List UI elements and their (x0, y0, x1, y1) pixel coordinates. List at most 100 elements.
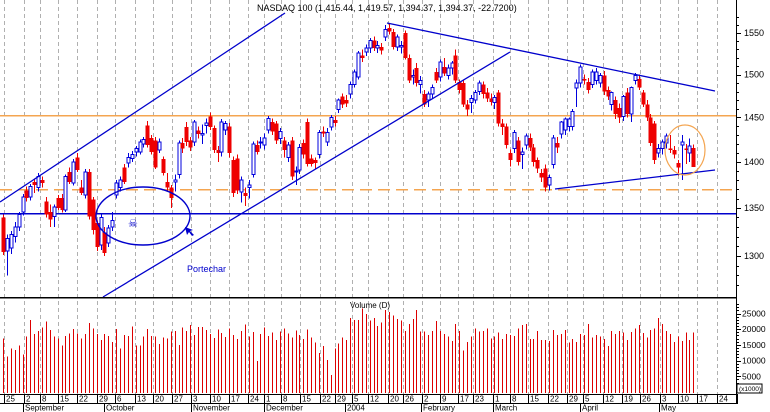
candle-body (602, 75, 607, 92)
candle-body (570, 110, 575, 127)
candle-body (352, 71, 357, 86)
candle-down (539, 169, 544, 183)
candle-body (5, 237, 10, 252)
candle-body (21, 196, 26, 213)
annotations: ☠ Portechar (95, 124, 706, 274)
candle-up (368, 37, 373, 53)
candle-body (9, 234, 14, 249)
candle-down (489, 93, 494, 106)
volume-bars (2, 308, 695, 393)
candle-body (321, 131, 326, 134)
date-tick-label: 6 (117, 395, 122, 404)
candle-body (606, 89, 611, 97)
ascending-support-trendline (554, 169, 716, 190)
candle-down (652, 120, 657, 164)
candle-body (173, 179, 178, 183)
candle-body (219, 121, 224, 153)
candle-down (391, 28, 396, 50)
candle-body (426, 93, 431, 101)
candle-body (336, 99, 341, 111)
candle-down (672, 145, 677, 159)
candle-body (243, 193, 248, 196)
candle-up (660, 139, 665, 155)
volume-axis-label: 15000 (742, 340, 766, 350)
date-tick-label: 17 (699, 395, 708, 404)
candle-body (586, 82, 591, 90)
candle-down (75, 152, 80, 172)
candle-body (590, 71, 595, 86)
date-tick-label: 24 (250, 395, 259, 404)
candle-body (180, 143, 185, 149)
candle-down (56, 194, 61, 210)
candle-body (485, 92, 490, 99)
candle-down (216, 145, 221, 162)
candle-body (340, 96, 345, 105)
candle-body (134, 147, 139, 153)
candle-down (606, 86, 611, 101)
month-label: May (661, 404, 676, 412)
candle-down (255, 140, 260, 155)
candle-body (91, 199, 96, 230)
candle-up (438, 59, 443, 82)
candle-up (71, 159, 76, 186)
candle-down (387, 23, 392, 35)
candle-body (208, 116, 213, 128)
month-label: April (582, 404, 598, 412)
candle-body (313, 160, 318, 163)
highlight-ellipse (95, 186, 191, 246)
candle-body (1, 217, 6, 252)
candle-body (329, 116, 334, 128)
candle-body (652, 123, 657, 161)
candle-down (91, 196, 96, 235)
candle-body (414, 67, 419, 84)
date-tick-label: 1 (266, 395, 271, 404)
volume-axis-label: 20000 (742, 324, 766, 334)
candle-up (469, 94, 474, 114)
candle-body (403, 33, 408, 58)
date-tick-label: 15 (302, 395, 311, 404)
candle-up (473, 89, 478, 104)
candle-body (617, 107, 622, 118)
candle-body (418, 79, 423, 86)
candle-body (309, 158, 314, 164)
candle-down (555, 136, 560, 153)
candle-down (407, 54, 412, 84)
date-tick-label: 20 (390, 395, 399, 404)
candle-body (563, 118, 568, 131)
date-tick-label: 17 (231, 395, 240, 404)
candle-down (79, 180, 84, 195)
candle-body (204, 122, 209, 126)
candle-up (547, 174, 552, 191)
candle-down (543, 164, 548, 192)
candle-body (496, 92, 501, 124)
candle-body (239, 179, 244, 193)
candle-body (648, 117, 653, 144)
candle-body (645, 104, 650, 118)
lower-channel-trendline (102, 51, 511, 298)
candle-up (63, 174, 68, 212)
candle-body (422, 94, 427, 105)
candle-body (660, 141, 665, 149)
candle-down (67, 167, 72, 184)
candle-down (508, 149, 513, 167)
price-axis-label: 1400 (744, 157, 764, 167)
candle-down (282, 136, 287, 158)
candle-down (500, 119, 505, 136)
candle-down (645, 100, 650, 121)
candle-up (492, 94, 497, 109)
candle-body (641, 92, 646, 105)
candle-up (266, 115, 271, 134)
candle-body (141, 139, 146, 145)
candle-down (305, 118, 310, 167)
candle-body (399, 44, 404, 48)
date-tick-label: 24 (719, 395, 728, 404)
candle-down (691, 144, 696, 168)
candle-down (212, 125, 217, 153)
candle-down (481, 81, 486, 99)
candle-down (379, 42, 384, 55)
candle-body (524, 135, 529, 146)
candle-up (680, 135, 685, 181)
candle-body (360, 55, 365, 58)
candle-body (44, 201, 49, 215)
candle-body (578, 66, 583, 84)
